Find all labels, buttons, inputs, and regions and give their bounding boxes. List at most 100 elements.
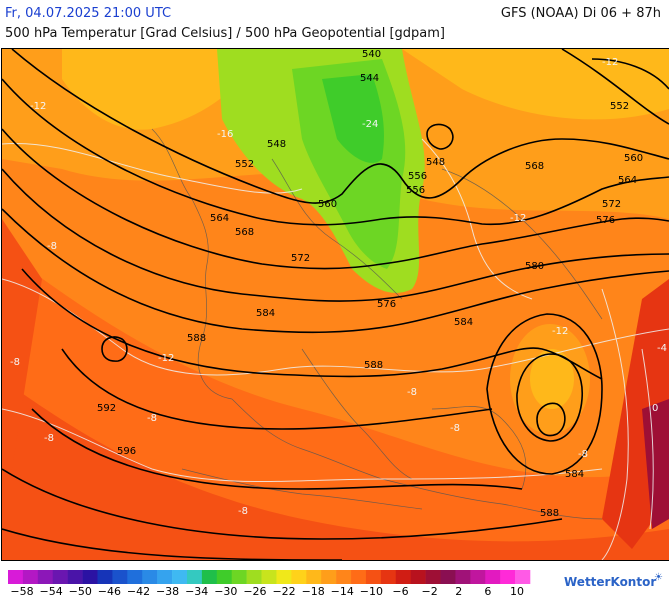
geopotential-contours <box>2 49 669 560</box>
color-scale-swatch <box>440 570 456 584</box>
contour-label: 564 <box>210 213 229 224</box>
color-scale-tick-label: −54 <box>39 585 63 598</box>
color-scale-swatch <box>37 570 54 584</box>
color-scale-swatch <box>22 570 39 584</box>
color-scale-swatch <box>201 570 218 584</box>
color-scale-swatch <box>261 570 277 584</box>
temperature-label: -12 <box>602 57 618 68</box>
color-scale-swatch <box>455 570 471 584</box>
color-scale-tick-label: −30 <box>214 585 238 598</box>
contour-label: 588 <box>540 508 559 519</box>
color-scale-tick-label: −38 <box>155 585 180 598</box>
color-scale-swatch <box>306 570 322 584</box>
contour-label: 564 <box>618 175 637 186</box>
contour-label: 584 <box>565 469 584 480</box>
color-scale-swatch <box>351 570 367 584</box>
color-scale-swatch <box>52 570 68 584</box>
color-scale-swatch <box>380 570 397 584</box>
contour-label: 540 <box>362 49 381 60</box>
color-scale-swatch <box>470 570 486 584</box>
color-scale-tick-label: −42 <box>126 585 151 598</box>
contour-label: 572 <box>291 253 310 264</box>
color-scale-swatch <box>97 570 113 584</box>
temperature-label: -4 <box>657 343 667 354</box>
temperature-label: -12 <box>30 101 46 112</box>
temperature-label: -24 <box>362 119 378 130</box>
temperature-label: -8 <box>407 387 417 398</box>
color-scale-swatch <box>112 570 128 584</box>
contour-label: 596 <box>117 446 136 457</box>
contour-label: 568 <box>235 227 254 238</box>
brand-logo: WetterKontor <box>564 575 657 589</box>
color-scale-tick-label: −22 <box>272 585 296 598</box>
contour-label: 580 <box>525 261 544 272</box>
color-scale-swatch <box>321 570 337 584</box>
contour-label: 592 <box>97 403 116 414</box>
color-scale-tick-label: 6 <box>484 585 492 598</box>
contour-label: 548 <box>426 157 445 168</box>
contour-label: 588 <box>187 333 206 344</box>
contour-label: 556 <box>406 185 425 196</box>
color-scale-swatch <box>365 570 382 584</box>
color-scale-swatch <box>410 570 426 584</box>
temperature-label: -12 <box>510 213 526 224</box>
color-scale-swatch <box>231 570 247 584</box>
temperature-label: -16 <box>217 129 233 140</box>
color-scale-swatch <box>291 570 307 584</box>
temperature-label: -8 <box>238 506 248 517</box>
coastlines <box>151 128 603 520</box>
contour-label: 588 <box>364 360 383 371</box>
cold-core <box>322 74 384 163</box>
contour-label: 576 <box>596 215 615 226</box>
contour-label: 572 <box>602 199 621 210</box>
very-hot-zone <box>642 399 669 529</box>
color-scale-swatch <box>67 570 83 584</box>
temperature-label: -8 <box>578 449 588 460</box>
color-scale-swatch <box>82 570 98 584</box>
temperature-label: -12 <box>552 326 568 337</box>
color-scale <box>8 570 531 584</box>
color-scale-swatch <box>276 570 292 584</box>
color-scale-tick-label: 10 <box>510 585 524 598</box>
temperature-label: -8 <box>47 241 57 252</box>
temperature-label: 0 <box>652 403 658 414</box>
valid-time: Fr, 04.07.2025 21:00 UTC <box>5 6 172 21</box>
temperature-label: -8 <box>10 357 20 368</box>
temperature-label: -8 <box>450 423 460 434</box>
color-scale-swatch <box>395 570 411 584</box>
color-scale-swatch <box>127 570 143 584</box>
contour-label: 552 <box>610 101 629 112</box>
color-scale-swatch <box>172 570 188 584</box>
weather-map: 540 544 548 548 552 552 556 560 564 568 … <box>1 48 669 561</box>
hot-zone-west <box>2 219 42 479</box>
contour-label: 560 <box>624 153 643 164</box>
contour-label: 552 <box>235 159 254 170</box>
color-scale-swatch <box>186 570 203 584</box>
color-scale-tick-label: −18 <box>301 585 325 598</box>
temperature-label: -12 <box>158 353 174 364</box>
temperature-label: -8 <box>147 413 157 424</box>
color-scale-swatch <box>485 570 501 584</box>
color-scale-swatch <box>142 570 158 584</box>
color-scale-swatch <box>515 570 531 584</box>
color-scale-tick-label: −34 <box>185 585 209 598</box>
color-scale-tick-label: −2 <box>421 585 438 598</box>
contour-label: 548 <box>267 139 286 150</box>
color-scale-tick-label: −50 <box>68 585 92 598</box>
hot-zone <box>2 379 669 560</box>
contour-label: 568 <box>525 161 544 172</box>
color-scale-swatch <box>246 570 262 584</box>
cloud-sun-icon: ☀ <box>654 572 663 583</box>
color-scale-tick-label: −26 <box>243 585 267 598</box>
color-scale-tick-label: −6 <box>392 585 409 598</box>
color-scale-swatch <box>425 570 441 584</box>
color-scale-swatch <box>8 570 24 584</box>
color-scale-swatch <box>157 570 173 584</box>
color-scale-swatch <box>336 570 352 584</box>
contour-label: 560 <box>318 199 337 210</box>
color-scale-tick-label: −58 <box>10 585 34 598</box>
contour-label: 584 <box>256 308 275 319</box>
contour-label: 576 <box>377 299 396 310</box>
color-scale-tick-label: −10 <box>359 585 384 598</box>
contour-label: 544 <box>360 73 379 84</box>
